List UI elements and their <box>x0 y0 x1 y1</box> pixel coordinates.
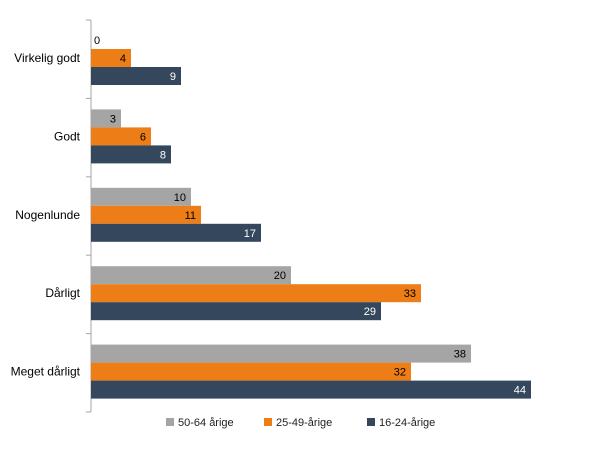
bar-50-64-rige-godt <box>91 109 121 128</box>
bar-25-49-rige-virkelig-godt <box>91 49 131 67</box>
value-label-16-24-rige-godt: 8 <box>160 149 166 161</box>
chart-bars <box>91 49 531 399</box>
bar-16-24-rige-nogenlunde <box>91 223 261 242</box>
value-label-16-24-rige-nogenlunde: 17 <box>244 228 256 240</box>
value-label-25-49-rige-meget-d-rligt: 32 <box>394 367 406 379</box>
bar-50-64-rige-meget-d-rligt <box>91 344 471 363</box>
category-label-meget-d-rligt: Meget dårligt <box>11 365 81 379</box>
value-label-25-49-rige-d-rligt: 33 <box>404 288 416 300</box>
bar-25-49-rige-nogenlunde <box>91 205 201 224</box>
value-label-50-64-rige-d-rligt: 20 <box>274 270 286 282</box>
bar-50-64-rige-nogenlunde <box>91 187 191 206</box>
bar-16-24-rige-meget-d-rligt <box>91 380 531 399</box>
chart-labels: 0 4 9 Virkelig godt 3 6 8 Godt 10 11 17 Nogenlunde 2… <box>11 35 526 397</box>
value-label-50-64-rige-meget-d-rligt: 38 <box>454 349 466 361</box>
bar-25-49-rige-meget-d-rligt <box>91 362 411 381</box>
value-label-50-64-rige-nogenlunde: 10 <box>174 192 186 204</box>
value-label-16-24-rige-meget-d-rligt: 44 <box>514 385 526 397</box>
bar-16-24-rige-virkelig-godt <box>91 67 181 85</box>
category-label-godt: Godt <box>54 129 81 143</box>
bar-16-24-rige-d-rligt <box>91 302 381 321</box>
bar-25-49-rige-godt <box>91 127 151 146</box>
bar-25-49-rige-d-rligt <box>91 284 421 303</box>
legend-label-16-24-rige: 16-24-årige <box>379 417 435 429</box>
value-label-25-49-rige-godt: 6 <box>140 131 146 143</box>
legend-swatch-25-49-rige <box>264 418 272 426</box>
bar-16-24-rige-godt <box>91 145 171 164</box>
legend-swatch-16-24-rige <box>367 418 375 426</box>
legend-swatch-50-64-rige <box>166 418 174 426</box>
category-label-virkelig-godt: Virkelig godt <box>14 51 80 65</box>
chart-legend: 50-64 årige 25-49-årige 16-24-årige <box>166 417 435 429</box>
value-label-25-49-rige-virkelig-godt: 4 <box>120 53 126 65</box>
value-label-50-64-rige-virkelig-godt: 0 <box>94 35 100 47</box>
legend-label-25-49-rige: 25-49-årige <box>276 417 332 429</box>
value-label-16-24-rige-d-rligt: 29 <box>364 306 376 318</box>
value-label-50-64-rige-godt: 3 <box>110 113 116 125</box>
bar-50-64-rige-d-rligt <box>91 266 291 285</box>
value-label-16-24-rige-virkelig-godt: 9 <box>170 71 176 83</box>
chart-axes <box>86 19 92 413</box>
legend-label-50-64-rige: 50-64 årige <box>178 417 234 429</box>
category-label-d-rligt: Dårligt <box>45 286 80 300</box>
value-label-25-49-rige-nogenlunde: 11 <box>185 210 196 222</box>
category-label-nogenlunde: Nogenlunde <box>15 208 80 222</box>
